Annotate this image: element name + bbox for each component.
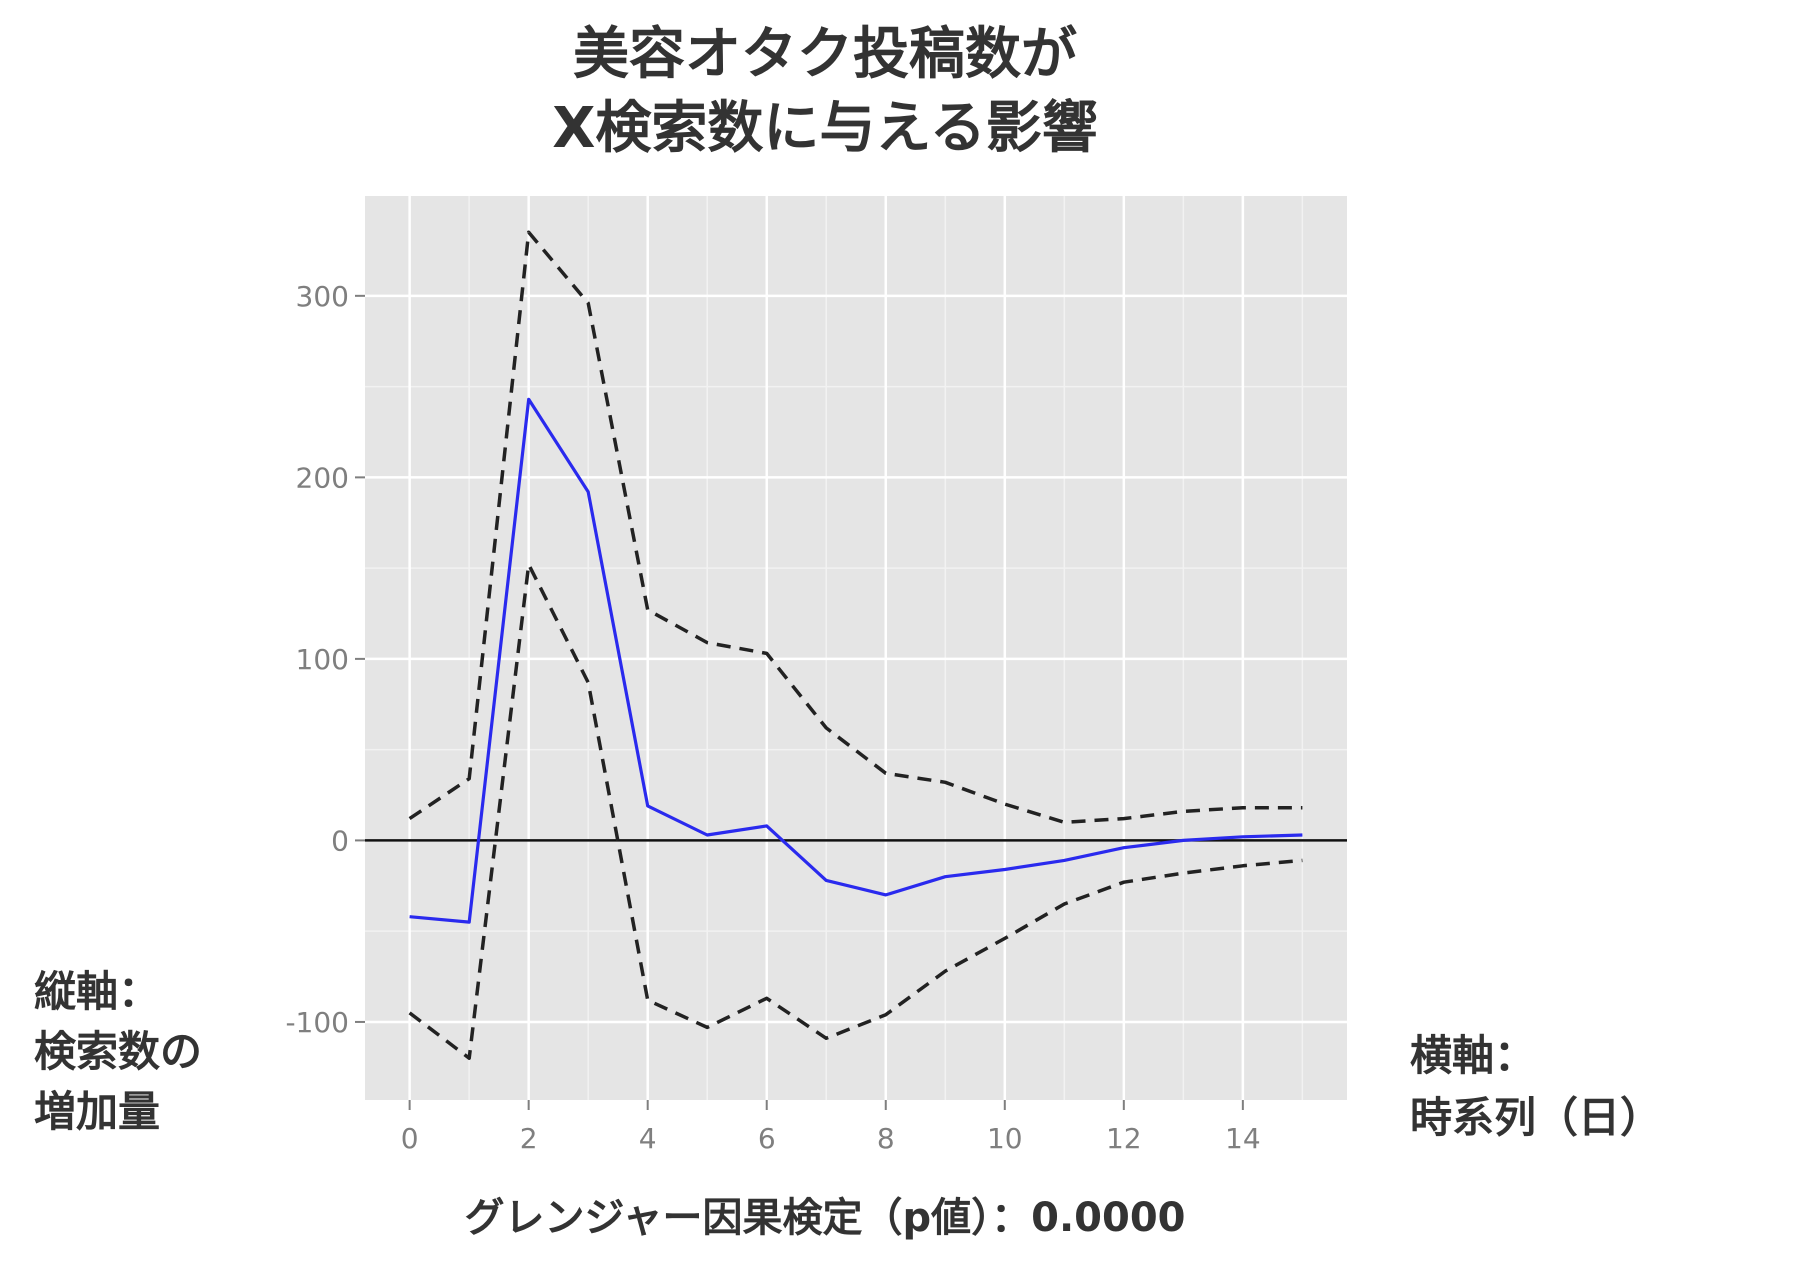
x-axis-label-line2: 時系列（日） <box>1410 1093 1663 1142</box>
y-axis-label-line1: 縦軸： <box>34 967 161 1016</box>
y-tick-label: 300 <box>296 280 349 313</box>
impulse-response-line <box>409 397 1303 924</box>
x-tick-label: 0 <box>401 1122 419 1155</box>
series-group <box>408 230 1303 1060</box>
x-tick-label: 8 <box>877 1122 895 1155</box>
y-tick-label: 200 <box>296 461 349 494</box>
y-tick-label: -100 <box>285 1006 349 1039</box>
x-tick-label: 2 <box>520 1122 538 1155</box>
x-tick-label: 12 <box>1106 1122 1142 1155</box>
plot-panel <box>365 196 1347 1100</box>
chart-title-line2: X検索数に与える影響 <box>552 96 1098 161</box>
y-tick-labels: -100 0 100 200 300 <box>285 280 349 1039</box>
y-axis-label-line3: 増加量 <box>34 1087 161 1136</box>
x-tick-labels: 0 2 4 6 8 10 12 14 <box>401 1122 1261 1155</box>
x-tick-label: 4 <box>639 1122 657 1155</box>
y-tick-label: 0 <box>331 824 349 857</box>
x-axis-label: 横軸： 時系列（日） <box>1410 1025 1662 1149</box>
y-tick-label: 100 <box>296 643 349 676</box>
chart-title: 美容オタク投稿数が X検索数に与える影響 <box>0 18 1650 166</box>
tick-marks <box>355 294 1244 1110</box>
x-tick-label: 14 <box>1225 1122 1261 1155</box>
chart-title-line1: 美容オタク投稿数が <box>573 22 1077 87</box>
x-axis-label-line1: 横軸： <box>1410 1031 1537 1080</box>
granger-test-result: グレンジャー因果検定（p値）：0.0000 <box>464 1195 1186 1241</box>
y-axis-label: 縦軸： 検索数の 増加量 <box>34 962 202 1142</box>
y-axis-label-line2: 検索数の <box>34 1027 203 1076</box>
x-tick-label: 10 <box>987 1122 1023 1155</box>
upper-bound-line <box>408 230 1303 825</box>
x-tick-label: 6 <box>758 1122 776 1155</box>
lower-bound-line <box>408 562 1303 1060</box>
